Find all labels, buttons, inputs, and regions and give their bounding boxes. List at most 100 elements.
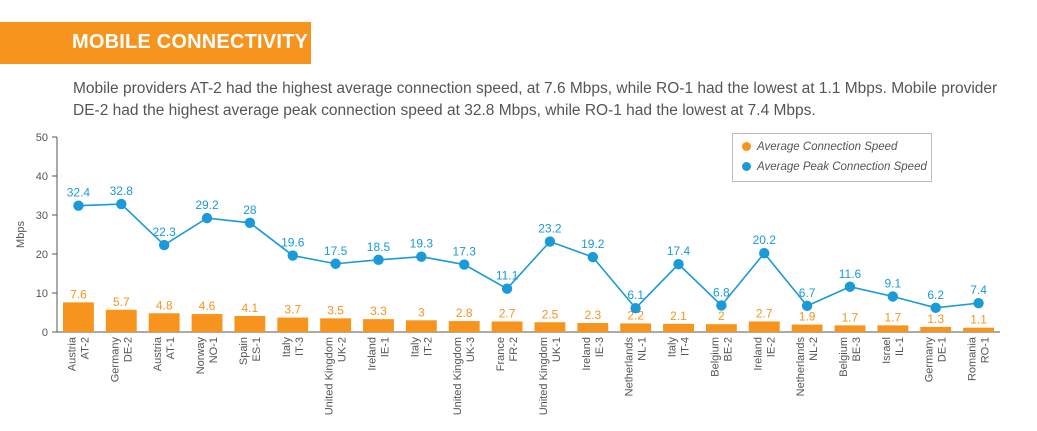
line-value-label: 11.1 xyxy=(496,269,519,283)
line-point xyxy=(887,291,899,302)
line-value-label: 32.8 xyxy=(110,184,134,198)
line-value-label: 6.2 xyxy=(927,288,944,302)
bar xyxy=(63,302,94,332)
bar xyxy=(663,323,694,332)
line-value-label: 22.3 xyxy=(152,225,176,239)
x-tick-label: Ireland IE-3 xyxy=(581,337,606,371)
bar xyxy=(920,326,952,332)
line-point xyxy=(759,248,770,259)
x-tick-provider: UK-1 xyxy=(551,337,563,362)
line-value-label: 19.2 xyxy=(581,237,605,251)
bar xyxy=(577,323,609,332)
bar xyxy=(620,323,652,332)
line-point xyxy=(158,239,170,251)
x-tick-label: Italy IT-2 xyxy=(409,337,434,358)
y-tick-label: 10 xyxy=(36,288,48,300)
y-tick-label: 30 xyxy=(36,210,48,222)
x-tick-provider: NL-2 xyxy=(808,337,820,361)
line-point xyxy=(287,250,298,261)
bar-value-label: 3 xyxy=(418,305,425,319)
bar-value-label: 3.5 xyxy=(327,303,344,317)
line-value-label: 19.3 xyxy=(410,237,434,251)
bar xyxy=(963,327,994,332)
bar xyxy=(877,325,909,332)
bar-value-label: 1.7 xyxy=(842,310,859,324)
bar-value-label: 1.7 xyxy=(884,310,901,324)
bar xyxy=(534,322,566,332)
y-tick-label: 0 xyxy=(42,327,48,339)
bar-value-label: 4.8 xyxy=(156,298,173,312)
x-tick-provider: AT-2 xyxy=(79,337,91,359)
x-tick-label: Austria AT-2 xyxy=(66,336,91,371)
x-tick-provider: NL-1 xyxy=(637,337,649,361)
x-tick-country: Netherlands xyxy=(624,337,636,397)
line-value-label: 19.6 xyxy=(281,236,305,250)
x-tick-provider: IE-2 xyxy=(765,337,777,357)
bar-value-label: 2.7 xyxy=(499,306,516,320)
line-value-label: 18.5 xyxy=(367,240,391,254)
x-tick-country: Austria xyxy=(152,336,164,371)
bar xyxy=(705,324,737,332)
x-tick-country: Germany xyxy=(109,337,121,383)
line-point xyxy=(459,259,470,270)
legend-swatch-average xyxy=(742,142,751,151)
line-point xyxy=(373,254,384,266)
bar-value-label: 2.1 xyxy=(670,309,687,323)
x-tick-label: United Kingdom UK-3 xyxy=(452,337,477,415)
x-tick-provider: IE-3 xyxy=(594,337,606,357)
connectivity-chart: 0 10 20 30 40 50 Mbps 7.6 5.7 4.8 4.6 4.1 3.7 3.5 3.3 3… xyxy=(15,132,1000,415)
line-point xyxy=(587,251,598,263)
x-tick-country: Belgium xyxy=(709,337,721,377)
x-tick-provider: BE-3 xyxy=(851,337,863,361)
line-point xyxy=(544,236,556,247)
line-point xyxy=(416,251,427,262)
bar xyxy=(148,313,180,332)
x-tick-label: Italy IT-3 xyxy=(281,337,306,358)
bar-value-label: 2.3 xyxy=(584,308,601,322)
x-tick-label: Romania RO-1 xyxy=(967,336,992,381)
x-tick-label: Germany DE-2 xyxy=(109,337,134,383)
bar xyxy=(834,325,866,332)
line-point xyxy=(630,303,641,314)
bar xyxy=(105,309,137,332)
bar-value-label: 4.1 xyxy=(242,301,259,315)
bar-value-label: 3.3 xyxy=(370,304,387,318)
x-tick-country: United Kingdom xyxy=(324,337,336,415)
bar xyxy=(191,314,223,332)
x-tick-country: Italy xyxy=(409,337,421,358)
line-value-label: 17.3 xyxy=(453,245,477,259)
line-value-label: 17.5 xyxy=(324,244,348,258)
line-value-label: 6.7 xyxy=(799,286,816,300)
x-tick-country: Italy xyxy=(281,337,293,358)
legend-item-peak: Average Peak Connection Speed xyxy=(742,161,927,173)
x-tick-label: Netherlands NL-2 xyxy=(795,337,820,397)
x-tick-label: Belgium BE-3 xyxy=(838,337,863,377)
x-tick-provider: IL-1 xyxy=(894,337,906,356)
line-point xyxy=(801,300,813,312)
line-value-label: 17.4 xyxy=(667,244,691,258)
x-tick-label: Belgium BE-2 xyxy=(709,337,734,377)
x-tick-label: Norway NO-1 xyxy=(195,337,220,375)
x-tick-label: United Kingdom UK-1 xyxy=(538,337,563,415)
x-tick-label: Germany DE-1 xyxy=(924,337,949,383)
line-value-label: 6.8 xyxy=(713,285,730,299)
x-tick-label: Spain ES-1 xyxy=(238,337,263,365)
x-tick-country: Germany xyxy=(924,337,936,383)
bar-value-label: 7.6 xyxy=(70,287,87,301)
line-value-label: 29.2 xyxy=(195,198,219,212)
line-point xyxy=(244,217,256,228)
bar xyxy=(448,321,480,332)
bar-value-label: 2.2 xyxy=(627,308,644,322)
y-tick-label: 20 xyxy=(36,249,48,261)
x-tick-country: Norway xyxy=(195,337,207,375)
x-tick-country: Ireland xyxy=(752,337,764,371)
x-tick-country: Romania xyxy=(967,336,979,381)
line-value-label: 11.6 xyxy=(839,267,862,281)
x-tick-label: Austria AT-1 xyxy=(152,336,177,371)
bar-value-label: 2 xyxy=(718,309,725,323)
bar xyxy=(491,321,523,332)
x-tick-country: United Kingdom xyxy=(538,337,550,415)
x-tick-provider: IT-3 xyxy=(294,337,306,356)
bar xyxy=(320,318,352,332)
line-value-label: 7.4 xyxy=(970,283,987,297)
